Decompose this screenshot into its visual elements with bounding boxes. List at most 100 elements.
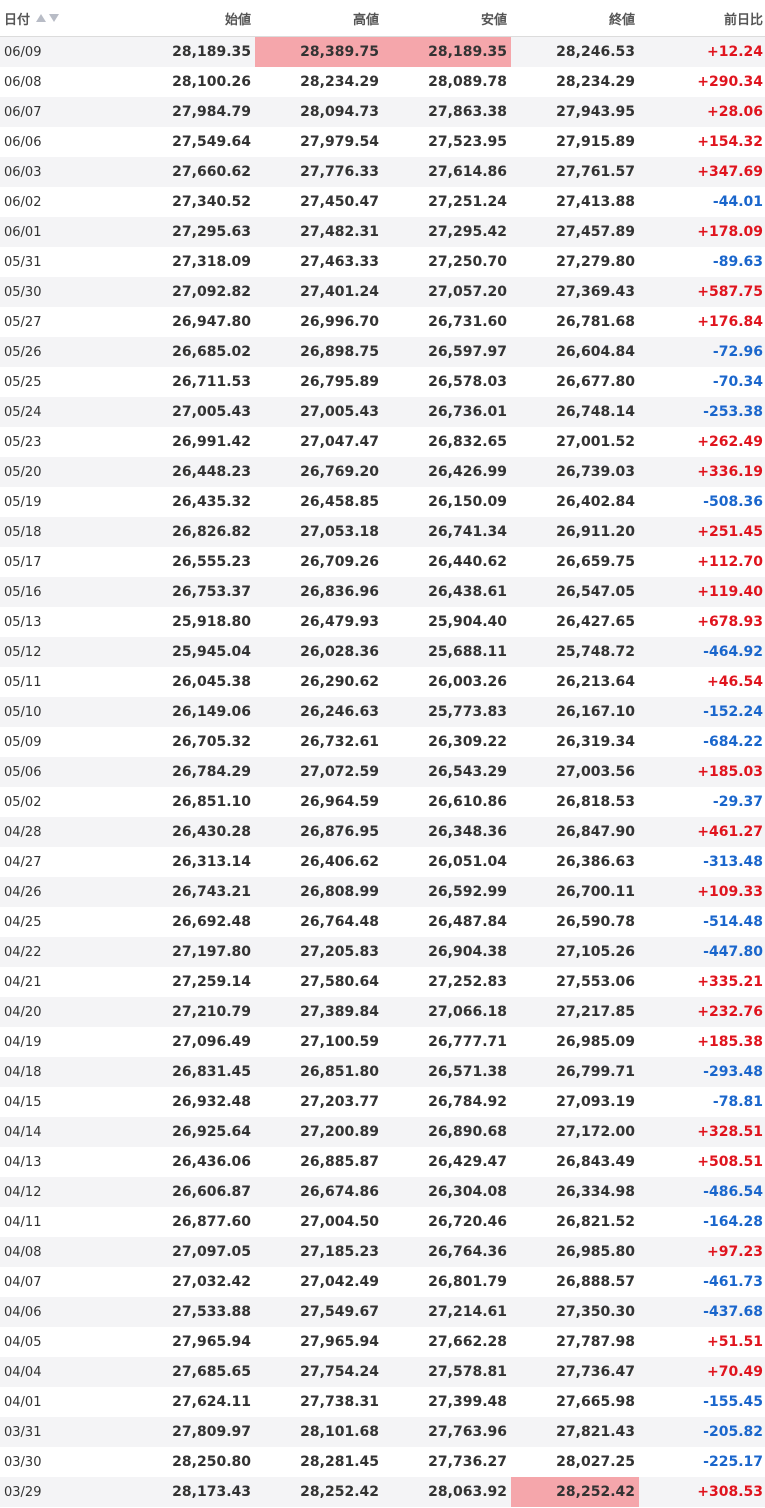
cell-date: 06/02 <box>4 194 42 210</box>
cell-close: 26,888.57 <box>556 1274 635 1290</box>
cell-date: 04/08 <box>4 1244 42 1260</box>
cell-open: 26,784.29 <box>172 764 251 780</box>
cell-high: 27,738.31 <box>300 1394 379 1410</box>
cell-high: 27,072.59 <box>300 764 379 780</box>
cell-open: 26,826.82 <box>172 524 251 540</box>
table-row: 05/25 26,711.53 26,795.89 26,578.03 26,677.8… <box>0 367 765 397</box>
cell-low: 28,063.92 <box>428 1484 507 1500</box>
cell-low: 26,438.61 <box>428 584 507 600</box>
cell-low: 27,250.70 <box>428 254 507 270</box>
cell-close: 26,334.98 <box>556 1184 635 1200</box>
cell-date: 06/08 <box>4 74 42 90</box>
cell-open: 27,092.82 <box>172 284 251 300</box>
cell-low: 27,523.95 <box>428 134 507 150</box>
table-row: 04/19 27,096.49 27,100.59 26,777.71 26,985.0… <box>0 1027 765 1057</box>
cell-low: 27,578.81 <box>428 1364 507 1380</box>
cell-close: 27,736.47 <box>556 1364 635 1380</box>
cell-open: 26,045.38 <box>172 674 251 690</box>
cell-date: 05/24 <box>4 404 42 420</box>
cell-low: 27,399.48 <box>428 1394 507 1410</box>
cell-low: 28,089.78 <box>428 74 507 90</box>
table-row: 05/18 26,826.82 27,053.18 26,741.34 26,911.2… <box>0 517 765 547</box>
cell-date: 04/14 <box>4 1124 42 1140</box>
cell-high: 27,580.64 <box>300 974 379 990</box>
cell-date: 05/18 <box>4 524 42 540</box>
cell-close: 26,781.68 <box>556 314 635 330</box>
cell-high: 27,754.24 <box>300 1364 379 1380</box>
cell-open: 26,932.48 <box>172 1094 251 1110</box>
cell-open: 26,149.06 <box>172 704 251 720</box>
cell-close: 27,369.43 <box>556 284 635 300</box>
table-row: 06/07 27,984.79 28,094.73 27,863.38 27,943.9… <box>0 97 765 127</box>
cell-change: +308.53 <box>697 1484 763 1500</box>
cell-close: 26,659.75 <box>556 554 635 570</box>
cell-low: 26,784.92 <box>428 1094 507 1110</box>
cell-change: -225.17 <box>703 1454 763 1470</box>
cell-change: +262.49 <box>697 434 763 450</box>
cell-high: 26,479.93 <box>300 614 379 630</box>
cell-high: 26,709.26 <box>300 554 379 570</box>
cell-open: 28,250.80 <box>172 1454 251 1470</box>
cell-low: 26,348.36 <box>428 824 507 840</box>
cell-date: 05/12 <box>4 644 42 660</box>
cell-high: 26,246.63 <box>300 704 379 720</box>
cell-close: 26,911.20 <box>556 524 635 540</box>
cell-open: 27,809.97 <box>172 1424 251 1440</box>
cell-high: 26,674.86 <box>300 1184 379 1200</box>
cell-high: 26,732.61 <box>300 734 379 750</box>
cell-date: 05/02 <box>4 794 42 810</box>
cell-low: 28,189.35 <box>383 37 511 67</box>
cell-close: 26,818.53 <box>556 794 635 810</box>
cell-high: 26,795.89 <box>300 374 379 390</box>
cell-low: 26,720.46 <box>428 1214 507 1230</box>
table-row: 04/04 27,685.65 27,754.24 27,578.81 27,736.4… <box>0 1357 765 1387</box>
cell-low: 26,487.84 <box>428 914 507 930</box>
cell-open: 25,918.80 <box>172 614 251 630</box>
cell-change: +51.51 <box>706 1334 763 1350</box>
cell-high: 27,053.18 <box>300 524 379 540</box>
cell-low: 27,057.20 <box>428 284 507 300</box>
table-row: 04/07 27,032.42 27,042.49 26,801.79 26,888.5… <box>0 1267 765 1297</box>
cell-change: -152.24 <box>703 704 763 720</box>
column-header-date[interactable]: 日付 <box>0 0 125 36</box>
cell-open: 26,313.14 <box>172 854 251 870</box>
cell-low: 26,304.08 <box>428 1184 507 1200</box>
sort-ascending-icon[interactable] <box>36 14 47 22</box>
table-row: 04/26 26,743.21 26,808.99 26,592.99 26,700.1… <box>0 877 765 907</box>
cell-open: 27,259.14 <box>172 974 251 990</box>
table-row: 04/12 26,606.87 26,674.86 26,304.08 26,334.9… <box>0 1177 765 1207</box>
cell-date: 03/29 <box>4 1484 42 1500</box>
table-row: 05/10 26,149.06 26,246.63 25,773.83 26,167.1… <box>0 697 765 727</box>
table-row: 06/01 27,295.63 27,482.31 27,295.42 27,457.8… <box>0 217 765 247</box>
cell-date: 05/27 <box>4 314 42 330</box>
table-row: 05/23 26,991.42 27,047.47 26,832.65 27,001.5… <box>0 427 765 457</box>
table-row: 04/25 26,692.48 26,764.48 26,487.84 26,590.7… <box>0 907 765 937</box>
cell-low: 26,051.04 <box>428 854 507 870</box>
cell-low: 25,773.83 <box>428 704 507 720</box>
table-row: 04/08 27,097.05 27,185.23 26,764.36 26,985.8… <box>0 1237 765 1267</box>
cell-change: -437.68 <box>703 1304 763 1320</box>
cell-open: 26,606.87 <box>172 1184 251 1200</box>
cell-date: 04/06 <box>4 1304 42 1320</box>
column-header-high: 高値 <box>352 12 379 28</box>
cell-open: 26,705.32 <box>172 734 251 750</box>
cell-low: 26,801.79 <box>428 1274 507 1290</box>
cell-high: 27,979.54 <box>300 134 379 150</box>
cell-high: 27,965.94 <box>300 1334 379 1350</box>
cell-low: 26,543.29 <box>428 764 507 780</box>
sort-control[interactable] <box>36 14 60 22</box>
cell-close: 26,604.84 <box>556 344 635 360</box>
sort-descending-icon[interactable] <box>49 14 60 22</box>
table-row: 06/03 27,660.62 27,776.33 27,614.86 27,761.5… <box>0 157 765 187</box>
cell-date: 05/11 <box>4 674 42 690</box>
cell-open: 26,753.37 <box>172 584 251 600</box>
cell-date: 04/22 <box>4 944 42 960</box>
cell-open: 26,877.60 <box>172 1214 251 1230</box>
table-row: 04/06 27,533.88 27,549.67 27,214.61 27,350.3… <box>0 1297 765 1327</box>
cell-date: 04/07 <box>4 1274 42 1290</box>
cell-high: 27,200.89 <box>300 1124 379 1140</box>
cell-low: 26,736.01 <box>428 404 507 420</box>
cell-close: 25,748.72 <box>556 644 635 660</box>
cell-open: 26,925.64 <box>172 1124 251 1140</box>
cell-open: 26,685.02 <box>172 344 251 360</box>
